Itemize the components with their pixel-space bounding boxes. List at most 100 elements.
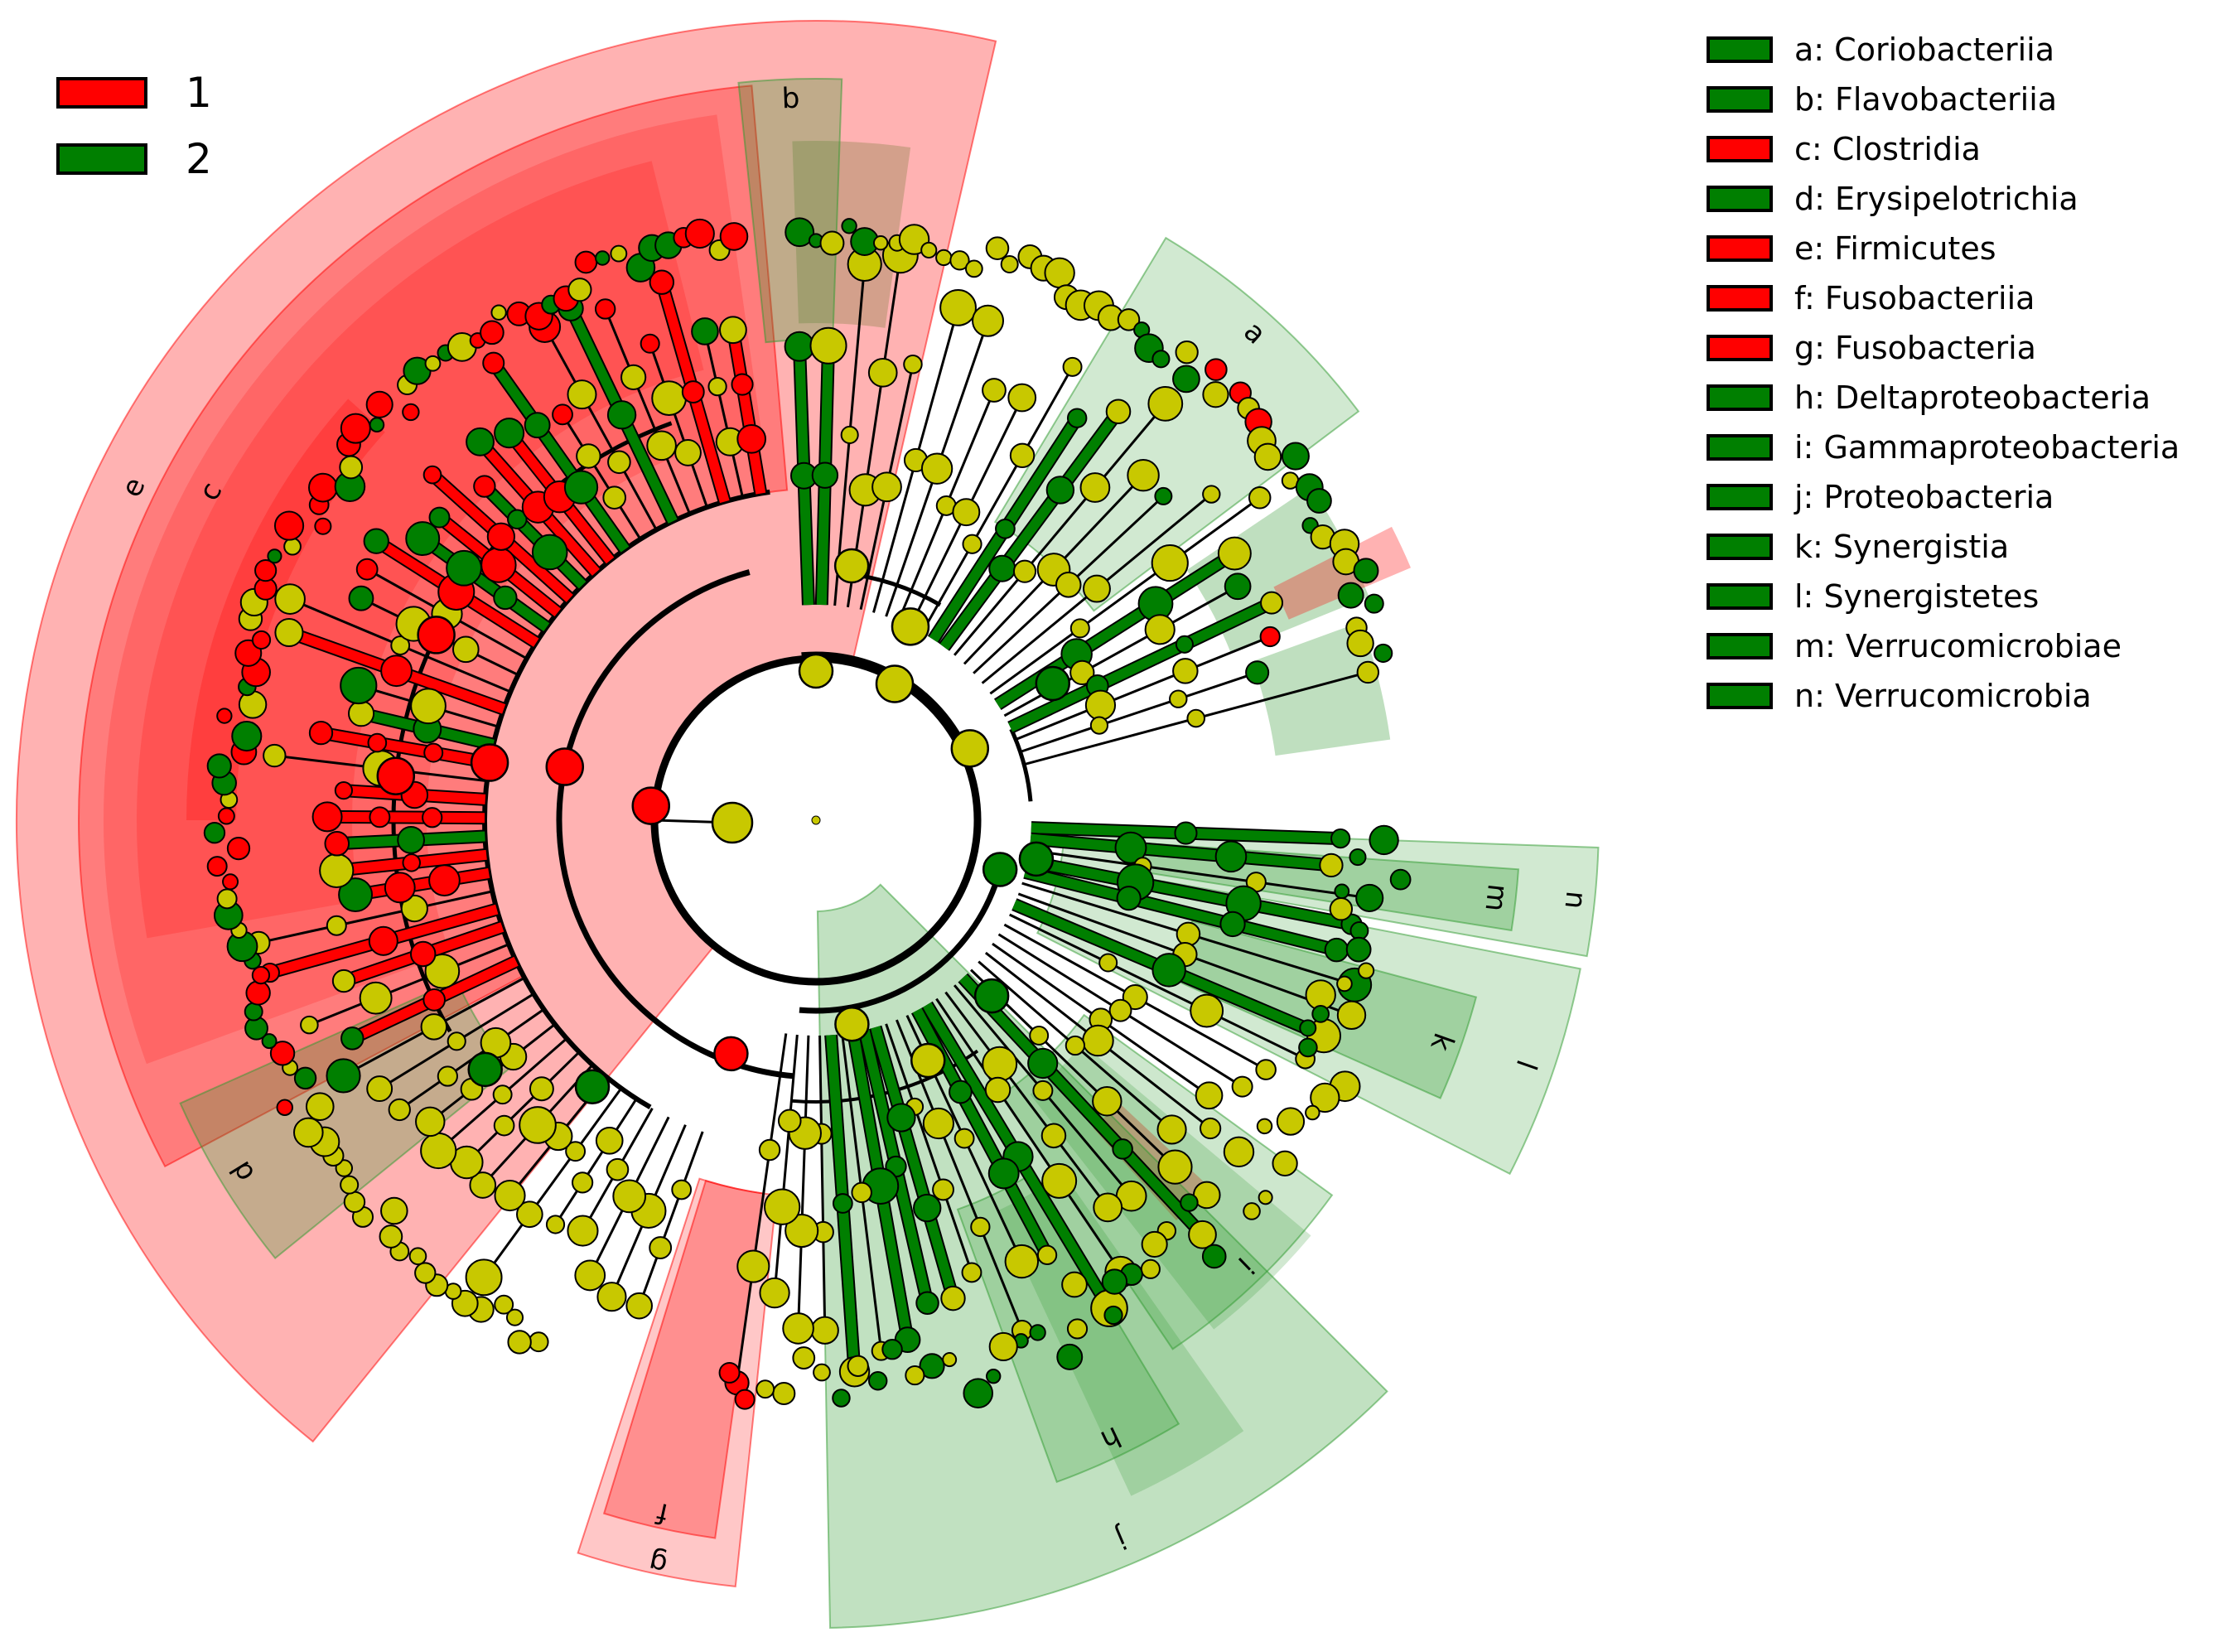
group-1-swatch [56,77,147,109]
leaf-node [251,630,272,650]
leaf-node [380,1196,408,1225]
tree-node [1217,536,1252,571]
leaf-node [574,250,598,274]
tree-node [649,269,675,295]
branch-line [870,1026,958,1300]
branch-line [727,329,766,495]
tree-node [1188,1220,1217,1249]
tree-node [832,1193,853,1214]
tree-node [367,732,388,753]
tree-node [1176,921,1201,947]
tree-node [494,418,525,449]
tree-node [331,968,356,993]
branch-line [489,360,630,553]
branch-line [480,482,587,589]
clade-legend: a: Coriobacteriia b: Flavobacteriia c: C… [1707,25,2180,721]
clade-legend-item: n: Verrucomicrobia [1707,671,2180,721]
tree-node [596,1282,627,1312]
tree-node [338,877,374,913]
leaf-node [868,1371,888,1391]
clade-label: g: Fusobacteria [1794,330,2036,366]
tree-node [995,518,1016,539]
tree-node [939,288,977,326]
tree-node [1172,658,1199,684]
tree-node [423,742,444,763]
tree-node [784,331,815,362]
branch-line [920,366,1074,634]
leaf-node [340,1175,360,1195]
leaf-node [872,235,889,251]
branch-line [944,991,1109,1209]
tree-node [422,807,443,828]
group-legend: 1 2 [56,60,212,192]
leaf-node [402,403,420,422]
leaf-node [684,218,715,249]
leaf-node [1101,1268,1128,1295]
tree-node [473,475,496,498]
clade-label: d: Erysipelotrichia [1794,181,2078,217]
leaf-node [567,278,592,302]
branch-line [419,534,550,632]
hub-node [545,747,585,786]
clade-legend-item: d: Erysipelotrichia [1707,174,2180,224]
tree-node [415,1106,446,1138]
tree-node [324,831,350,857]
tree-node [594,298,616,320]
tree-node [567,1215,599,1247]
sector-label-b: b [781,82,800,116]
clade-legend-item: e: Firmicutes [1707,224,2180,273]
group-legend-item-2: 2 [56,126,212,192]
branch-line [561,413,642,540]
tree-node [649,1236,673,1259]
leaf-node [1357,962,1375,979]
tree-node [355,558,379,581]
leaf-node [528,1331,549,1353]
tree-node [764,1188,801,1225]
clade-label: j: Proteobacteria [1794,479,2054,515]
branch-arc [1009,728,1033,802]
tree-node [1156,1114,1187,1145]
tree-node [1174,821,1198,845]
leaf-node [1349,848,1367,867]
tree-node [363,528,389,554]
leaf-node [1117,308,1141,331]
tree-node [428,864,461,897]
branch-line [989,496,1261,695]
leaf-node [1305,1104,1320,1121]
tree-node [736,1249,770,1283]
hub-node [467,1051,503,1088]
tree-node [447,1031,466,1051]
branch-line [604,308,691,514]
branch-line [1030,833,1332,871]
tree-node [1356,660,1380,684]
tree-node [1214,840,1248,873]
tree-node [1248,486,1272,510]
tree-node [972,304,1005,337]
branch-line [543,326,658,531]
group-legend-item-1: 1 [56,60,212,126]
tree-node [531,534,568,571]
tree-node [1105,399,1132,425]
tree-node [707,376,727,397]
leaf-node [276,1099,293,1116]
tree-node [1004,1244,1040,1279]
branch-line [939,408,1122,650]
tree-node [263,743,287,768]
clade-legend-item: j: Proteobacteria [1707,472,2180,522]
tree-node [987,1157,1020,1190]
tree-node [1157,1149,1193,1185]
tree-node [1259,626,1281,648]
tree-node [437,1065,458,1087]
tree-node [274,583,306,615]
tree-node [428,506,451,529]
leaf-node [251,965,271,985]
leaf-node [244,1002,263,1022]
clade-legend-item: l: Synergistetes [1707,572,2180,621]
tree-node [922,1107,954,1140]
leaf-node [610,244,628,263]
tree-node [651,380,687,416]
clade-legend-item: m: Verrucomicrobiae [1707,621,2180,671]
branch-line [320,727,491,768]
tree-node [545,1215,566,1234]
